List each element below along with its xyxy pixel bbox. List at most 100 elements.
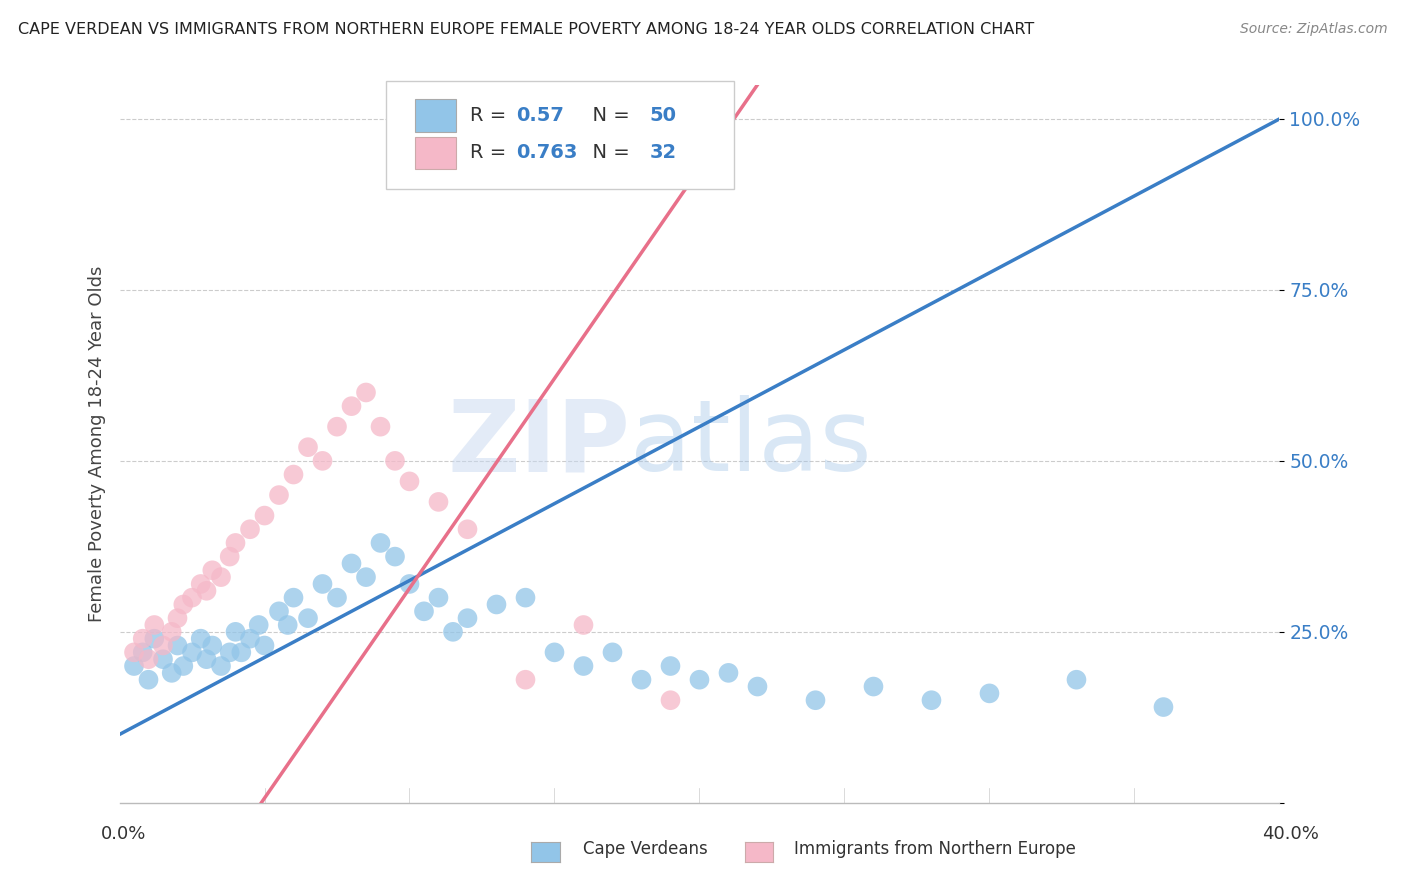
Point bbox=[427, 495, 450, 509]
Point bbox=[326, 419, 349, 434]
Point bbox=[277, 618, 299, 632]
Point bbox=[630, 673, 652, 687]
Text: Immigrants from Northern Europe: Immigrants from Northern Europe bbox=[794, 840, 1076, 858]
Point bbox=[218, 549, 240, 564]
Point bbox=[297, 440, 319, 454]
Y-axis label: Female Poverty Among 18-24 Year Olds: Female Poverty Among 18-24 Year Olds bbox=[87, 266, 105, 622]
Point bbox=[143, 632, 166, 646]
Point bbox=[132, 632, 155, 646]
Text: 0.57: 0.57 bbox=[516, 106, 564, 125]
FancyBboxPatch shape bbox=[415, 100, 456, 132]
Point bbox=[717, 665, 740, 680]
Point bbox=[370, 536, 392, 550]
Point bbox=[456, 522, 478, 536]
Text: 0.0%: 0.0% bbox=[101, 825, 146, 843]
Point bbox=[340, 557, 363, 571]
Text: atlas: atlas bbox=[630, 395, 872, 492]
Point bbox=[267, 604, 290, 618]
Point bbox=[572, 659, 595, 673]
Point bbox=[138, 673, 160, 687]
Text: Source: ZipAtlas.com: Source: ZipAtlas.com bbox=[1240, 22, 1388, 37]
Point bbox=[398, 577, 420, 591]
Point bbox=[413, 604, 436, 618]
Point bbox=[921, 693, 943, 707]
Text: 50: 50 bbox=[650, 106, 676, 125]
Point bbox=[602, 645, 624, 659]
Point bbox=[297, 611, 319, 625]
FancyBboxPatch shape bbox=[387, 81, 734, 189]
Point bbox=[689, 673, 711, 687]
Text: R =: R = bbox=[470, 106, 512, 125]
Point bbox=[181, 591, 204, 605]
Point bbox=[311, 577, 333, 591]
Point bbox=[225, 624, 247, 639]
Point bbox=[190, 632, 212, 646]
Point bbox=[195, 583, 218, 598]
Point bbox=[172, 598, 194, 612]
Point bbox=[143, 618, 166, 632]
Point bbox=[132, 645, 155, 659]
Point bbox=[225, 536, 247, 550]
Point bbox=[239, 632, 262, 646]
Point bbox=[1066, 673, 1088, 687]
Point bbox=[283, 467, 305, 482]
Point bbox=[283, 591, 305, 605]
Point bbox=[231, 645, 253, 659]
Point bbox=[804, 693, 827, 707]
Point bbox=[209, 659, 232, 673]
Text: Cape Verdeans: Cape Verdeans bbox=[583, 840, 709, 858]
Point bbox=[370, 419, 392, 434]
Point bbox=[138, 652, 160, 666]
Point bbox=[253, 639, 276, 653]
Point bbox=[326, 591, 349, 605]
Point bbox=[515, 591, 537, 605]
Point bbox=[515, 673, 537, 687]
Point bbox=[354, 570, 377, 584]
Text: N =: N = bbox=[581, 106, 636, 125]
Text: ZIP: ZIP bbox=[447, 395, 630, 492]
Text: N =: N = bbox=[581, 144, 636, 162]
Point bbox=[152, 639, 174, 653]
Point bbox=[311, 454, 333, 468]
Point bbox=[247, 618, 270, 632]
Point bbox=[354, 385, 377, 400]
Point bbox=[195, 652, 218, 666]
Point bbox=[659, 693, 682, 707]
Point bbox=[201, 639, 224, 653]
Point bbox=[456, 611, 478, 625]
Point bbox=[218, 645, 240, 659]
Text: CAPE VERDEAN VS IMMIGRANTS FROM NORTHERN EUROPE FEMALE POVERTY AMONG 18-24 YEAR : CAPE VERDEAN VS IMMIGRANTS FROM NORTHERN… bbox=[18, 22, 1035, 37]
Point bbox=[1153, 700, 1175, 714]
Point bbox=[209, 570, 232, 584]
Point bbox=[239, 522, 262, 536]
Point bbox=[441, 624, 464, 639]
Point bbox=[427, 591, 450, 605]
Point bbox=[340, 399, 363, 413]
Point bbox=[543, 645, 565, 659]
Point bbox=[572, 618, 595, 632]
Point bbox=[181, 645, 204, 659]
Point bbox=[862, 680, 884, 694]
Point bbox=[747, 680, 769, 694]
Point bbox=[384, 549, 406, 564]
Point bbox=[659, 659, 682, 673]
Point bbox=[384, 454, 406, 468]
Point bbox=[166, 639, 188, 653]
Point bbox=[122, 645, 145, 659]
Point bbox=[160, 665, 183, 680]
Point bbox=[172, 659, 194, 673]
Point bbox=[160, 624, 183, 639]
Point bbox=[267, 488, 290, 502]
Point bbox=[398, 475, 420, 489]
Text: 32: 32 bbox=[650, 144, 676, 162]
Point bbox=[190, 577, 212, 591]
Point bbox=[979, 686, 1001, 700]
Point bbox=[253, 508, 276, 523]
Point bbox=[485, 598, 508, 612]
Point bbox=[122, 659, 145, 673]
Text: R =: R = bbox=[470, 144, 512, 162]
Point bbox=[166, 611, 188, 625]
FancyBboxPatch shape bbox=[415, 136, 456, 169]
Point bbox=[152, 652, 174, 666]
Text: 0.763: 0.763 bbox=[516, 144, 578, 162]
